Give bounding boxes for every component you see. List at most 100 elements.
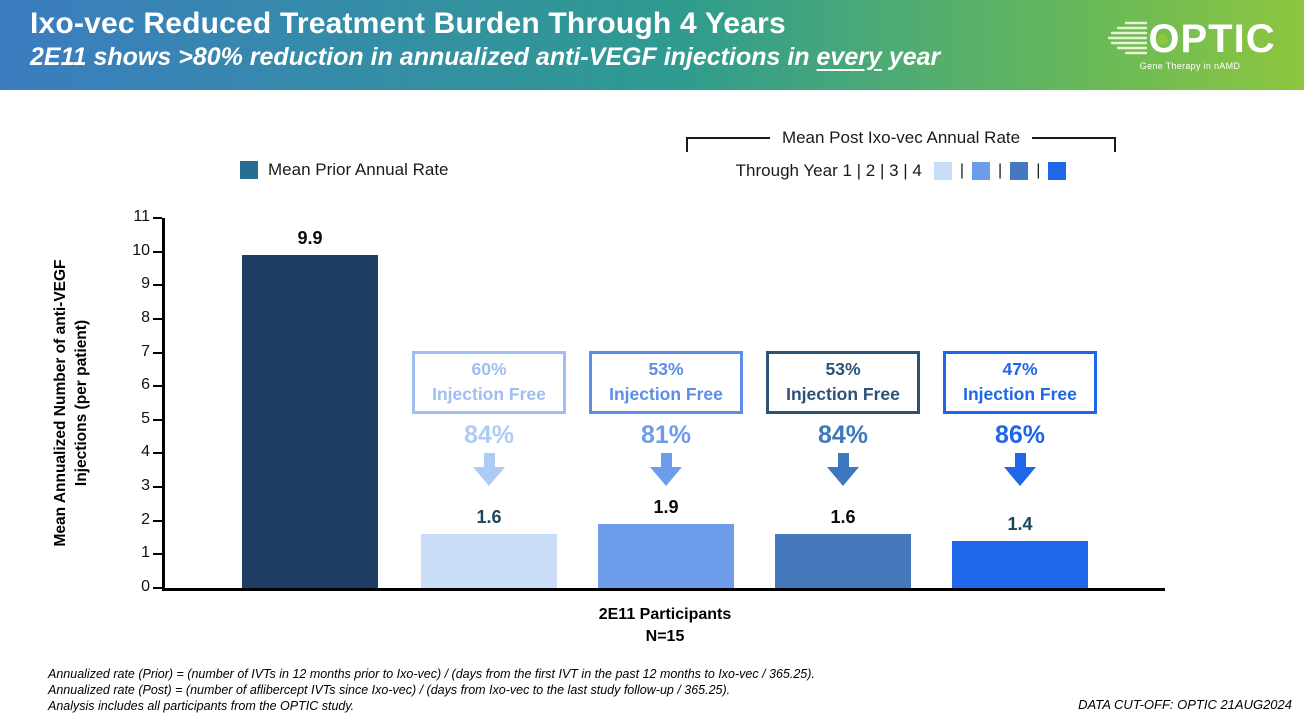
bar-value-label: 1.9 (653, 497, 679, 518)
subtitle-suffix: year (881, 43, 941, 71)
subtitle-underlined-word: every (816, 43, 882, 71)
injection-free-text: Injection Free (609, 384, 723, 404)
swatch-separator: | (1036, 162, 1041, 179)
legend-post-years-row: Through Year 1 | 2 | 3 | 4 | | | (686, 161, 1116, 181)
post-legend-swatch-icon (1048, 162, 1067, 180)
y-tick-label: 10 (132, 241, 150, 259)
post-legend-swatch-icon (933, 162, 952, 180)
legend-post: Mean Post Ixo-vec Annual Rate Through Ye… (686, 128, 1117, 181)
y-tick-mark (153, 317, 162, 320)
y-axis-line (162, 218, 165, 588)
optic-logo: OPTIC Gene Therapy in nAMD (1092, 2, 1288, 86)
x-axis-title-line1: 2E11 Participants (598, 606, 732, 623)
footnotes: Annualized rate (Prior) = (number of IVT… (48, 666, 815, 714)
injection-free-box: 53% Injection Free (589, 351, 743, 414)
reduction-pct-label: 81% (640, 421, 692, 449)
post-legend-swatch-icon (972, 162, 991, 180)
slide-title: Ixo-vec Reduced Treatment Burden Through… (30, 7, 786, 40)
arrow-head (827, 467, 859, 486)
y-tick-label: 6 (141, 376, 150, 394)
y-tick-mark (153, 250, 162, 253)
arrow-head (1004, 467, 1036, 486)
logo-wordmark: OPTIC (1148, 19, 1275, 59)
y-tick-label: 3 (141, 477, 150, 495)
logo-tagline: Gene Therapy in nAMD (1139, 60, 1241, 71)
subtitle-prefix: 2E11 shows >80% reduction in annualized … (30, 43, 817, 71)
post-legend-swatch-icon (1010, 162, 1029, 180)
x-axis-title: 2E11 Participants N=15 (465, 604, 865, 648)
y-tick-label: 0 (141, 578, 150, 595)
y-axis-title-line2: Injections (per patient) (73, 319, 90, 487)
x-axis-title-line2: N=15 (645, 628, 685, 645)
x-axis-line (162, 588, 1165, 591)
injection-free-box: 47% Injection Free (943, 351, 1097, 414)
logo-eye-dot-icon (1157, 33, 1169, 45)
swatch-separator: | (959, 162, 965, 179)
bar (598, 524, 734, 588)
footnote-line: Annualized rate (Prior) = (number of IVT… (48, 667, 815, 681)
y-tick-label: 1 (141, 544, 150, 562)
arrow-stem (660, 453, 672, 467)
y-axis-title-line1: Mean Annualized Number of anti-VEGF (52, 259, 69, 547)
y-tick-label: 7 (141, 342, 150, 360)
arrow-head (473, 467, 505, 486)
injection-free-text: Injection Free (786, 384, 900, 404)
bracket-right-icon (1032, 137, 1117, 152)
post-legend-swatches: | | | (933, 162, 1067, 180)
bar (242, 255, 378, 588)
slide-subtitle: 2E11 shows >80% reduction in annualized … (30, 43, 940, 72)
injection-free-box: 53% Injection Free (766, 351, 920, 414)
injection-free-box: 60% Injection Free (412, 351, 566, 414)
y-tick-mark (153, 553, 162, 556)
arrow-stem (483, 453, 495, 467)
legend-post-title: Mean Post Ixo-vec Annual Rate (781, 128, 1021, 147)
logo-speed-lines-icon (1108, 21, 1148, 54)
y-tick-mark (153, 217, 162, 219)
bar (775, 534, 911, 588)
bar-value-label: 9.9 (297, 228, 323, 248)
footnote-line: Annualized rate (Post) = (number of afli… (48, 683, 731, 697)
down-arrow-icon (650, 453, 682, 486)
swatch-separator: | (998, 162, 1003, 179)
y-tick-mark (153, 519, 162, 522)
injection-free-pct: 60% (471, 359, 507, 379)
arrow-stem (1014, 453, 1026, 467)
data-cutoff-label: DATA CUT-OFF: OPTIC 21AUG2024 (1078, 697, 1292, 712)
bracket-left-icon (686, 137, 770, 152)
prior-legend-label: Mean Prior Annual Rate (268, 160, 449, 179)
reduction-pct-label: 86% (994, 421, 1046, 449)
y-tick-mark (153, 452, 162, 455)
injection-free-text: Injection Free (432, 384, 546, 404)
y-tick-mark (153, 351, 162, 354)
y-axis-title: Mean Annualized Number of anti-VEGF Inje… (50, 193, 94, 613)
legend-post-title-row: Mean Post Ixo-vec Annual Rate (686, 128, 1117, 152)
logo-text: OPTIC (1148, 16, 1276, 61)
footnote-line: Analysis includes all participants from … (48, 699, 355, 713)
optic-logo-row: OPTIC (1104, 18, 1275, 60)
legend-prior: Mean Prior Annual Rate (240, 160, 449, 180)
y-tick-mark (153, 418, 162, 421)
y-tick-mark (153, 486, 162, 489)
header-banner: Ixo-vec Reduced Treatment Burden Through… (0, 0, 1304, 90)
arrow-head (650, 467, 682, 486)
bar (952, 540, 1088, 588)
injection-free-pct: 53% (648, 359, 684, 379)
down-arrow-icon (827, 453, 859, 486)
injection-free-text: Injection Free (963, 384, 1077, 404)
down-arrow-icon (473, 453, 505, 486)
down-arrow-icon (1004, 453, 1036, 486)
header-titles: Ixo-vec Reduced Treatment Burden Through… (30, 7, 940, 72)
y-tick-label: 8 (141, 308, 150, 326)
y-tick-label: 9 (141, 275, 150, 293)
y-tick-label: 11 (133, 208, 150, 225)
injection-free-pct: 47% (1002, 359, 1038, 379)
reduction-pct-label: 84% (463, 421, 515, 449)
y-tick-mark (153, 385, 162, 388)
y-tick-label: 5 (141, 409, 150, 427)
prior-legend-swatch-icon (240, 161, 258, 179)
legend-post-years-label: Through Year 1 | 2 | 3 | 4 (735, 161, 922, 180)
bar-value-label: 1.6 (830, 507, 856, 528)
bar-value-label: 1.4 (1007, 513, 1033, 534)
